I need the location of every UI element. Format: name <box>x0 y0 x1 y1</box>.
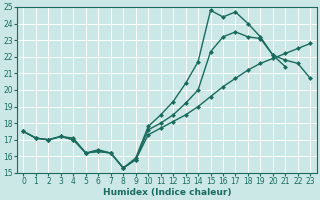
X-axis label: Humidex (Indice chaleur): Humidex (Indice chaleur) <box>103 188 231 197</box>
